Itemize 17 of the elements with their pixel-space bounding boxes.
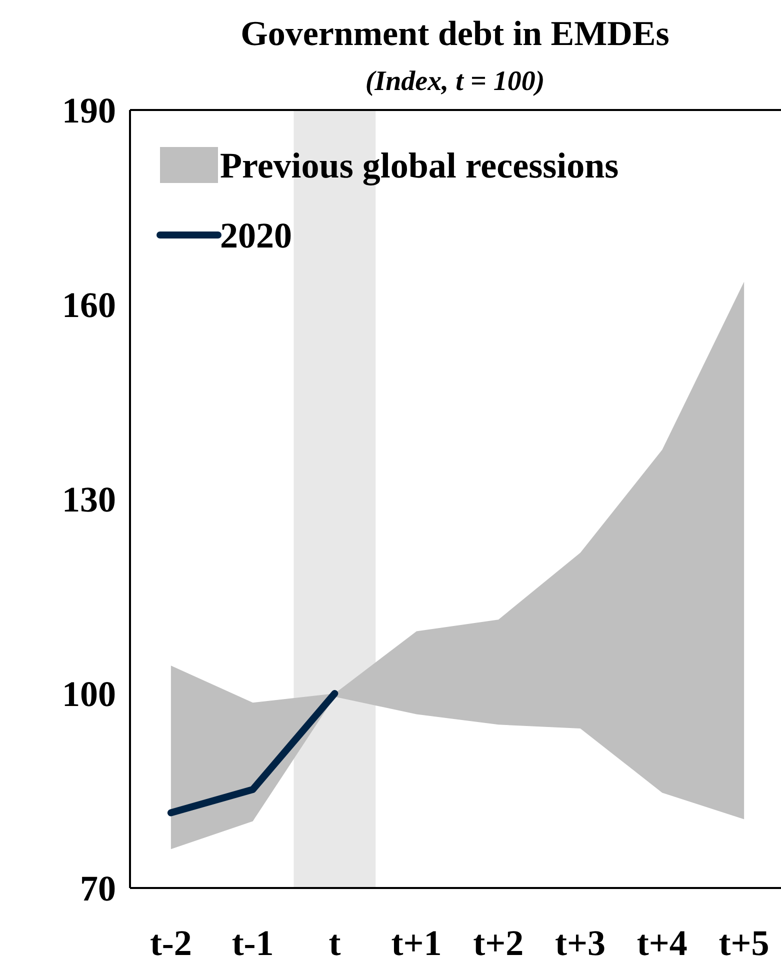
chart-subtitle: (Index, t = 100) xyxy=(365,66,545,97)
x-tick-label: t+1 xyxy=(391,923,442,963)
legend-label: Previous global recessions xyxy=(220,146,619,186)
y-tick-label: 160 xyxy=(62,285,116,326)
x-tick-label: t-1 xyxy=(232,923,274,963)
x-tick-label: t xyxy=(328,923,341,963)
y-tick-label: 190 xyxy=(62,90,116,131)
y-tick-label: 70 xyxy=(80,868,116,909)
x-tick-label: t+3 xyxy=(555,923,606,963)
x-tick-label: t+2 xyxy=(473,923,524,963)
y-tick-label: 130 xyxy=(62,480,116,520)
x-tick-label: t+5 xyxy=(718,923,770,963)
x-tick-label: t-2 xyxy=(150,923,192,963)
legend-label: 2020 xyxy=(220,216,292,256)
y-tick-label: 100 xyxy=(62,674,116,714)
chart-title: Government debt in EMDEs xyxy=(240,14,670,53)
x-tick-label: t+4 xyxy=(636,923,688,963)
